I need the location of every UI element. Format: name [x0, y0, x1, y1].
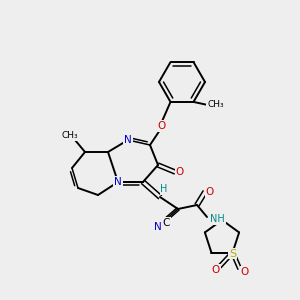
Text: CH₃: CH₃	[62, 131, 78, 140]
Text: NH: NH	[210, 214, 225, 224]
Text: N: N	[154, 222, 162, 232]
Text: O: O	[212, 265, 220, 275]
Text: CH₃: CH₃	[207, 100, 224, 109]
Text: N: N	[124, 135, 132, 145]
Text: C: C	[162, 218, 170, 228]
Text: S: S	[229, 249, 236, 259]
Text: O: O	[157, 121, 165, 131]
Text: O: O	[206, 187, 214, 197]
Text: O: O	[176, 167, 184, 177]
Text: O: O	[241, 267, 249, 277]
Text: N: N	[114, 177, 122, 187]
Text: H: H	[160, 184, 168, 194]
